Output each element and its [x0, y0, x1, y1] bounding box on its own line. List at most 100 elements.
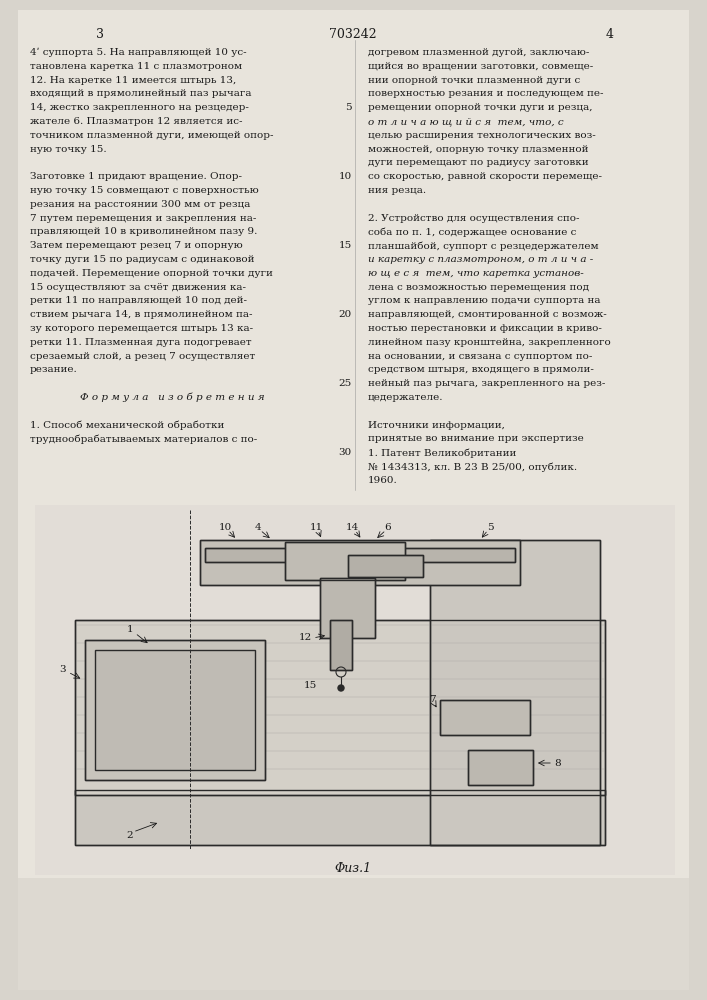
Text: Источники информации,: Источники информации, [368, 421, 505, 430]
Text: 30: 30 [339, 448, 352, 457]
Text: труднообрабатываемых материалов с по‑: труднообрабатываемых материалов с по‑ [30, 434, 257, 444]
Text: лена с возможностью перемещения под: лена с возможностью перемещения под [368, 283, 589, 292]
Text: 11: 11 [310, 522, 322, 532]
Text: точником плазменной дуги, имеющей опор‑: точником плазменной дуги, имеющей опор‑ [30, 131, 274, 140]
Bar [440, 700, 530, 735]
Bar [330, 620, 352, 670]
Text: нейный паз рычага, закрепленного на рез‑: нейный паз рычага, закрепленного на рез‑ [368, 379, 605, 388]
Text: 5: 5 [346, 103, 352, 112]
Text: 15 осуществляют за счёт движения ка‑: 15 осуществляют за счёт движения ка‑ [30, 283, 246, 292]
Bar [440, 700, 530, 735]
Text: 2: 2 [127, 830, 134, 840]
Text: 12. На каретке 11 имеется штырь 13,: 12. На каретке 11 имеется штырь 13, [30, 76, 236, 85]
Text: Φиз.1: Φиз.1 [334, 862, 372, 875]
Text: 8: 8 [555, 758, 561, 768]
Text: на основании, и связана с суппортом по‑: на основании, и связана с суппортом по‑ [368, 352, 592, 361]
Bar [468, 750, 533, 785]
Text: со скоростью, равной скорости перемеще‑: со скоростью, равной скорости перемеще‑ [368, 172, 602, 181]
Text: ретки 11 по направляющей 10 под дей‑: ретки 11 по направляющей 10 под дей‑ [30, 296, 247, 305]
Bar [200, 540, 520, 585]
Bar [430, 540, 600, 845]
Text: целью расширения технологических воз‑: целью расширения технологических воз‑ [368, 131, 596, 140]
Text: жателе 6. Плазматрон 12 является ис‑: жателе 6. Плазматрон 12 является ис‑ [30, 117, 243, 126]
Text: ремещении опорной точки дуги и резца,: ремещении опорной точки дуги и резца, [368, 103, 592, 112]
Text: направляющей, смонтированной с возмож‑: направляющей, смонтированной с возмож‑ [368, 310, 607, 319]
Text: 6: 6 [385, 522, 391, 532]
Text: 4ʹ суппорта 5. На направляющей 10 ус‑: 4ʹ суппорта 5. На направляющей 10 ус‑ [30, 48, 247, 57]
Text: 1. Способ механической обработки: 1. Способ механической обработки [30, 421, 224, 430]
Text: нии опорной точки плазменной дуги с: нии опорной точки плазменной дуги с [368, 76, 580, 85]
Text: Ф о р м у л а   и з о б р е т е н и я: Ф о р м у л а и з о б р е т е н и я [80, 393, 264, 402]
Text: 25: 25 [339, 379, 352, 388]
Text: ния резца.: ния резца. [368, 186, 426, 195]
Text: щийся во вращении заготовки, совмеще‑: щийся во вращении заготовки, совмеще‑ [368, 62, 593, 71]
Bar [75, 790, 605, 845]
Text: 1960.: 1960. [368, 476, 398, 485]
Bar [200, 540, 520, 585]
Text: 12: 12 [298, 634, 312, 643]
Bar [285, 542, 405, 580]
Text: средством штыря, входящего в прямоли‑: средством штыря, входящего в прямоли‑ [368, 365, 594, 374]
Circle shape [338, 685, 344, 691]
Text: линейном пазу кронштейна, закрепленного: линейном пазу кронштейна, закрепленного [368, 338, 611, 347]
Text: 20: 20 [339, 310, 352, 319]
Bar [75, 620, 605, 795]
Bar [330, 620, 352, 670]
Text: 15: 15 [339, 241, 352, 250]
Text: поверхностью резания и последующем пе‑: поверхностью резания и последующем пе‑ [368, 89, 604, 98]
Bar [320, 578, 375, 638]
Text: принятые во внимание при экспертизе: принятые во внимание при экспертизе [368, 434, 584, 443]
Text: 1: 1 [127, 626, 134, 635]
Text: догревом плазменной дугой, заключаю‑: догревом плазменной дугой, заключаю‑ [368, 48, 590, 57]
Text: Заготовке 1 придают вращение. Опор‑: Заготовке 1 придают вращение. Опор‑ [30, 172, 242, 181]
Bar [348, 555, 423, 577]
Text: точку дуги 15 по радиусам с одинаковой: точку дуги 15 по радиусам с одинаковой [30, 255, 255, 264]
Bar [85, 640, 265, 780]
Text: срезаемый слой, а резец 7 осуществляет: срезаемый слой, а резец 7 осуществляет [30, 352, 255, 361]
Text: Затем перемещают резец 7 и опорную: Затем перемещают резец 7 и опорную [30, 241, 243, 250]
Text: резание.: резание. [30, 365, 78, 374]
Text: соба по п. 1, содержащее основание с: соба по п. 1, содержащее основание с [368, 227, 576, 237]
Bar [95, 650, 255, 770]
Bar [285, 542, 405, 580]
Bar [75, 790, 605, 845]
Text: 10: 10 [218, 522, 232, 532]
Bar [85, 640, 265, 780]
Text: 4: 4 [255, 522, 262, 532]
Text: о т л и ч а ю щ и й с я  тем, что, с: о т л и ч а ю щ и й с я тем, что, с [368, 117, 563, 126]
Text: подачей. Перемещение опорной точки дуги: подачей. Перемещение опорной точки дуги [30, 269, 273, 278]
Text: ную точку 15 совмещают с поверхностью: ную точку 15 совмещают с поверхностью [30, 186, 259, 195]
Text: планшайбой, суппорт с резцедержателем: планшайбой, суппорт с резцедержателем [368, 241, 599, 251]
Text: 1. Патент Великобритании: 1. Патент Великобритании [368, 448, 516, 458]
Text: 14: 14 [346, 522, 358, 532]
Text: 3: 3 [59, 666, 66, 674]
Text: 703242: 703242 [329, 28, 377, 41]
Text: входящий в прямолинейный паз рычага: входящий в прямолинейный паз рычага [30, 89, 252, 98]
Bar [35, 505, 675, 875]
Bar [205, 548, 515, 562]
Text: 4: 4 [606, 28, 614, 41]
Text: 5: 5 [486, 522, 493, 532]
Text: можностей, опорную точку плазменной: можностей, опорную точку плазменной [368, 145, 588, 154]
Text: ствием рычага 14, в прямолинейном па‑: ствием рычага 14, в прямолинейном па‑ [30, 310, 252, 319]
Text: и каретку с плазмотроном, о т л и ч а ‑: и каретку с плазмотроном, о т л и ч а ‑ [368, 255, 593, 264]
Text: 15: 15 [303, 682, 317, 690]
Text: ную точку 15.: ную точку 15. [30, 145, 107, 154]
Bar [320, 578, 375, 638]
Text: 14, жестко закрепленного на резцедер‑: 14, жестко закрепленного на резцедер‑ [30, 103, 249, 112]
Text: цедержателе.: цедержателе. [368, 393, 443, 402]
Text: 7: 7 [428, 696, 436, 704]
Text: 10: 10 [339, 172, 352, 181]
Text: ретки 11. Плазменная дуга подогревает: ретки 11. Плазменная дуга подогревает [30, 338, 252, 347]
Text: тановлена каретка 11 с плазмотроном: тановлена каретка 11 с плазмотроном [30, 62, 242, 71]
Text: 7 путем перемещения и закрепления на‑: 7 путем перемещения и закрепления на‑ [30, 214, 257, 223]
Text: ю щ е с я  тем, что каретка установ‑: ю щ е с я тем, что каретка установ‑ [368, 269, 584, 278]
Text: зу которого перемещается штырь 13 ка‑: зу которого перемещается штырь 13 ка‑ [30, 324, 253, 333]
Bar [348, 555, 423, 577]
Text: правляющей 10 в криволинейном пазу 9.: правляющей 10 в криволинейном пазу 9. [30, 227, 257, 236]
Bar [18, 878, 689, 990]
Text: ностью перестановки и фиксации в криво‑: ностью перестановки и фиксации в криво‑ [368, 324, 602, 333]
Text: резания на расстоянии 300 мм от резца: резания на расстоянии 300 мм от резца [30, 200, 250, 209]
Text: 2. Устройство для осуществления спо‑: 2. Устройство для осуществления спо‑ [368, 214, 580, 223]
Text: дуги перемещают по радиусу заготовки: дуги перемещают по радиусу заготовки [368, 158, 589, 167]
